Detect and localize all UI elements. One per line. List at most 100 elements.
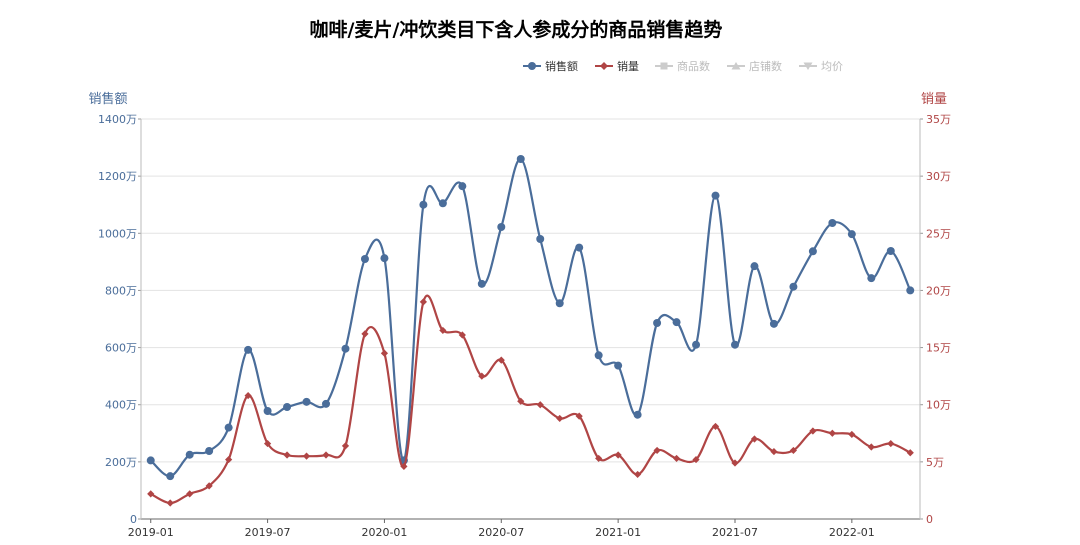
- right-tick-label: 25万: [926, 227, 951, 240]
- data-point: [438, 199, 447, 208]
- data-point: [653, 446, 661, 455]
- right-tick-label: 30万: [926, 170, 951, 183]
- x-tick-label: 2019-07: [245, 526, 291, 539]
- data-point: [439, 326, 447, 335]
- right-tick-label: 35万: [926, 113, 951, 126]
- data-point: [867, 274, 876, 283]
- data-point: [166, 472, 175, 481]
- data-point: [556, 414, 564, 423]
- legend-label: 店铺数: [749, 59, 782, 73]
- data-point: [186, 490, 194, 498]
- x-tick-label: 2019-01: [128, 526, 174, 539]
- data-point: [555, 299, 564, 308]
- legend-marker: [731, 62, 741, 70]
- data-point: [244, 345, 253, 354]
- data-point: [205, 482, 213, 490]
- x-tick-label: 2022-01: [829, 526, 875, 539]
- series-sales-volume: [147, 294, 914, 507]
- axes: 0 0 200万 5万 400万 10万 600万 15万 800万 20万 1000万 25万 120…: [98, 113, 951, 539]
- left-tick-label: 800万: [105, 284, 137, 297]
- legend-label: 销售额: [545, 59, 578, 73]
- data-point: [341, 344, 350, 353]
- data-point: [224, 423, 233, 432]
- legend-item[interactable]: 商品数: [655, 59, 710, 73]
- data-point: [536, 235, 545, 243]
- grid-lines: [141, 118, 920, 463]
- x-tick-label: 2020-01: [361, 526, 407, 539]
- data-point: [361, 330, 369, 338]
- legend-label: 销量: [617, 59, 639, 73]
- left-tick-label: 1400万: [98, 113, 137, 126]
- data-point: [653, 319, 662, 327]
- chart-legend[interactable]: 销售额 销量 商品数 店铺数 均价: [523, 59, 843, 73]
- data-point: [692, 455, 700, 464]
- series-line: [150, 294, 911, 505]
- data-point: [205, 447, 214, 455]
- legend-item[interactable]: 销量: [595, 59, 639, 73]
- data-point: [477, 279, 486, 288]
- data-point: [517, 397, 525, 405]
- data-point: [419, 298, 427, 306]
- data-point: [283, 403, 292, 411]
- legend-item[interactable]: 销售额: [523, 59, 578, 73]
- data-point: [419, 200, 428, 209]
- data-point: [848, 430, 856, 439]
- data-point: [302, 452, 311, 460]
- data-point: [400, 462, 408, 471]
- data-point: [322, 399, 331, 408]
- data-point: [731, 459, 739, 467]
- data-point: [847, 230, 856, 239]
- x-tick-label: 2020-07: [478, 526, 524, 539]
- data-point: [244, 391, 252, 400]
- x-tick-label: 2021-01: [595, 526, 641, 539]
- data-point: [808, 247, 817, 256]
- legend-marker: [600, 62, 608, 70]
- right-tick-label: 15万: [926, 342, 951, 355]
- data-point: [672, 454, 681, 463]
- data-point: [906, 286, 915, 295]
- left-tick-label: 0: [130, 513, 137, 526]
- data-point: [886, 247, 895, 255]
- data-point: [263, 439, 272, 448]
- legend-item[interactable]: 均价: [799, 60, 843, 73]
- data-point: [614, 451, 622, 459]
- data-point: [595, 454, 603, 463]
- data-point: [828, 219, 837, 227]
- data-point: [887, 439, 895, 448]
- data-point: [750, 262, 759, 271]
- data-point: [633, 410, 642, 419]
- data-point: [730, 340, 739, 349]
- right-tick-label: 10万: [926, 399, 951, 412]
- legend-item[interactable]: 店铺数: [727, 59, 782, 73]
- data-point: [458, 182, 467, 191]
- data-point: [906, 449, 914, 457]
- data-point: [225, 455, 233, 464]
- data-point: [828, 429, 836, 437]
- legend-marker: [660, 62, 668, 70]
- right-tick-label: 5万: [926, 456, 944, 469]
- data-point: [302, 397, 311, 406]
- left-tick-label: 1200万: [98, 170, 137, 183]
- legend-label: 商品数: [677, 59, 710, 73]
- left-tick-label: 600万: [105, 342, 137, 355]
- legend-marker: [803, 62, 813, 70]
- data-point: [360, 255, 369, 263]
- data-point: [166, 499, 174, 507]
- data-point: [711, 422, 720, 431]
- data-point: [516, 155, 525, 163]
- series-line: [149, 157, 912, 478]
- right-tick-label: 20万: [926, 284, 951, 297]
- data-point: [322, 451, 330, 459]
- data-point: [711, 191, 720, 200]
- data-point: [672, 318, 681, 327]
- data-point: [594, 351, 603, 360]
- data-point: [341, 442, 350, 450]
- data-point: [283, 451, 291, 459]
- left-tick-label: 400万: [105, 399, 137, 412]
- data-point: [458, 331, 466, 339]
- data-point: [263, 407, 272, 415]
- data-point: [769, 319, 778, 328]
- left-axis-title: 销售额: [88, 91, 127, 107]
- data-point: [867, 443, 875, 451]
